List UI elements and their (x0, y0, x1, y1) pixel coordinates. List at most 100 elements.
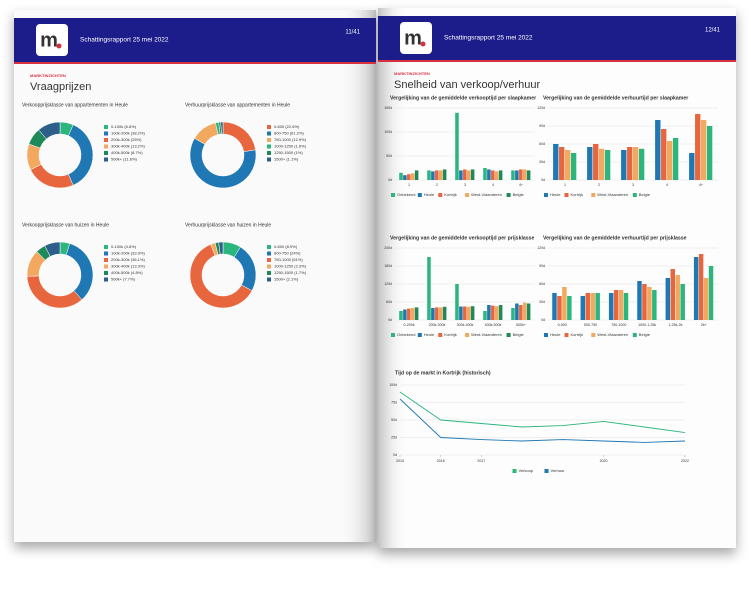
legend-label: 600-750 (61.2%) (274, 131, 304, 136)
bar (466, 306, 471, 320)
y-tick-label: 90d (539, 264, 545, 268)
bar (633, 147, 639, 180)
bar (638, 148, 645, 180)
x-tick-label: 1.25k-2k (669, 323, 683, 327)
bar (511, 170, 515, 180)
y-tick-label: 50d (386, 154, 392, 158)
legend-swatch (104, 144, 108, 149)
bar (399, 311, 403, 320)
legend-label: 400k-500k (4.8%) (111, 270, 143, 275)
legend-swatch (267, 144, 271, 149)
x-tick-label: 2 (598, 183, 600, 187)
x-tick-label: 3 (464, 183, 466, 187)
bar (470, 306, 475, 320)
legend-label: 400k-500k (8.7%) (111, 150, 143, 155)
y-tick-label: 60d (386, 300, 392, 304)
legend-swatch (104, 245, 108, 249)
legend-swatch (465, 193, 470, 197)
x-tick-label: 4 (492, 183, 494, 187)
legend-swatch (391, 333, 395, 337)
bar (438, 170, 443, 180)
bar (613, 290, 619, 320)
legend-label: West-Vlaanderen (597, 192, 628, 197)
bar (665, 278, 671, 320)
bar (455, 112, 459, 180)
bar (410, 308, 415, 320)
legend-swatch (267, 125, 271, 129)
legend-swatch (267, 151, 271, 155)
bar (701, 120, 707, 180)
logo-dot (420, 41, 426, 47)
bar (672, 138, 679, 180)
fold-shadow (378, 8, 408, 548)
bar (587, 147, 593, 180)
legend-label: 0-600 (22.6%) (274, 124, 300, 129)
legend-swatch (465, 333, 470, 337)
x-tick-label: 2022 (681, 459, 689, 463)
y-tick-label: 30d (539, 300, 545, 304)
bar (590, 293, 595, 320)
chart-title: Vergelijking van de gemiddelde verkoopti… (390, 235, 535, 241)
legend-label: 0-100k (6.8%) (111, 124, 137, 129)
x-tick-label: 500k+ (516, 323, 526, 327)
header-band (14, 18, 376, 62)
bar (494, 306, 499, 320)
legend-label: Kortrijk (571, 192, 583, 197)
chart-title: Vergelijking van de gemiddelde verhuurti… (543, 95, 688, 101)
bar (399, 172, 403, 180)
legend-label: 200k-300k (25%) (111, 137, 142, 142)
bar (519, 169, 523, 180)
bar (526, 303, 531, 320)
legend-swatch (104, 258, 108, 262)
bar (642, 284, 647, 320)
bar (407, 308, 411, 320)
legend-swatch (104, 264, 108, 269)
section-label: MARKTINZICHTEN (30, 73, 66, 78)
legend-label: 1000-1250 (1.6%) (274, 144, 307, 149)
legend-label: 500k+ (11.6%) (111, 157, 137, 162)
legend-swatch (104, 138, 108, 142)
legend-label: 1000-1250 (2.3%) (274, 264, 307, 269)
y-tick-label: 120d (384, 282, 392, 286)
bar (526, 170, 531, 180)
legend-label: 200k-300k (36.1%) (111, 257, 145, 262)
legend-label: Verhuur (551, 468, 566, 473)
legend-swatch (632, 193, 637, 197)
bar (466, 170, 471, 180)
legend-swatch (267, 258, 271, 262)
donut-slice (218, 241, 224, 255)
bar (570, 153, 577, 180)
bar (599, 148, 605, 180)
bar (491, 170, 495, 180)
line-series (399, 391, 686, 434)
bar (483, 168, 487, 180)
legend-swatch (544, 193, 548, 197)
header-line (14, 62, 376, 64)
legend-label: 0-100k (4.8%) (111, 244, 137, 249)
donut-slice (189, 244, 253, 309)
chart-title: Verkoopprijsklasse van appartementen in … (22, 102, 128, 108)
legend-swatch (564, 193, 569, 197)
bar (698, 254, 704, 320)
legend-label: West-Vlaanderen (471, 192, 502, 197)
page-number: 12/41 (705, 28, 721, 34)
donut-slice (189, 137, 257, 189)
y-tick-label: 60d (539, 142, 545, 146)
legend-swatch (391, 193, 395, 197)
legend-swatch (267, 157, 271, 162)
bar (580, 296, 586, 320)
y-tick-label: 120d (537, 106, 545, 110)
bar (515, 303, 519, 320)
bar (459, 306, 463, 320)
legend-swatch (267, 131, 271, 136)
chart-title: Verhuurprijsklasse van huizen in Heule (185, 222, 271, 228)
bar (647, 287, 652, 320)
bar (431, 171, 435, 180)
bar (670, 269, 676, 320)
bar (403, 309, 407, 320)
legend-swatch (438, 193, 443, 197)
x-tick-label: 2016 (437, 459, 445, 463)
bar (522, 302, 527, 320)
bar (661, 129, 667, 180)
